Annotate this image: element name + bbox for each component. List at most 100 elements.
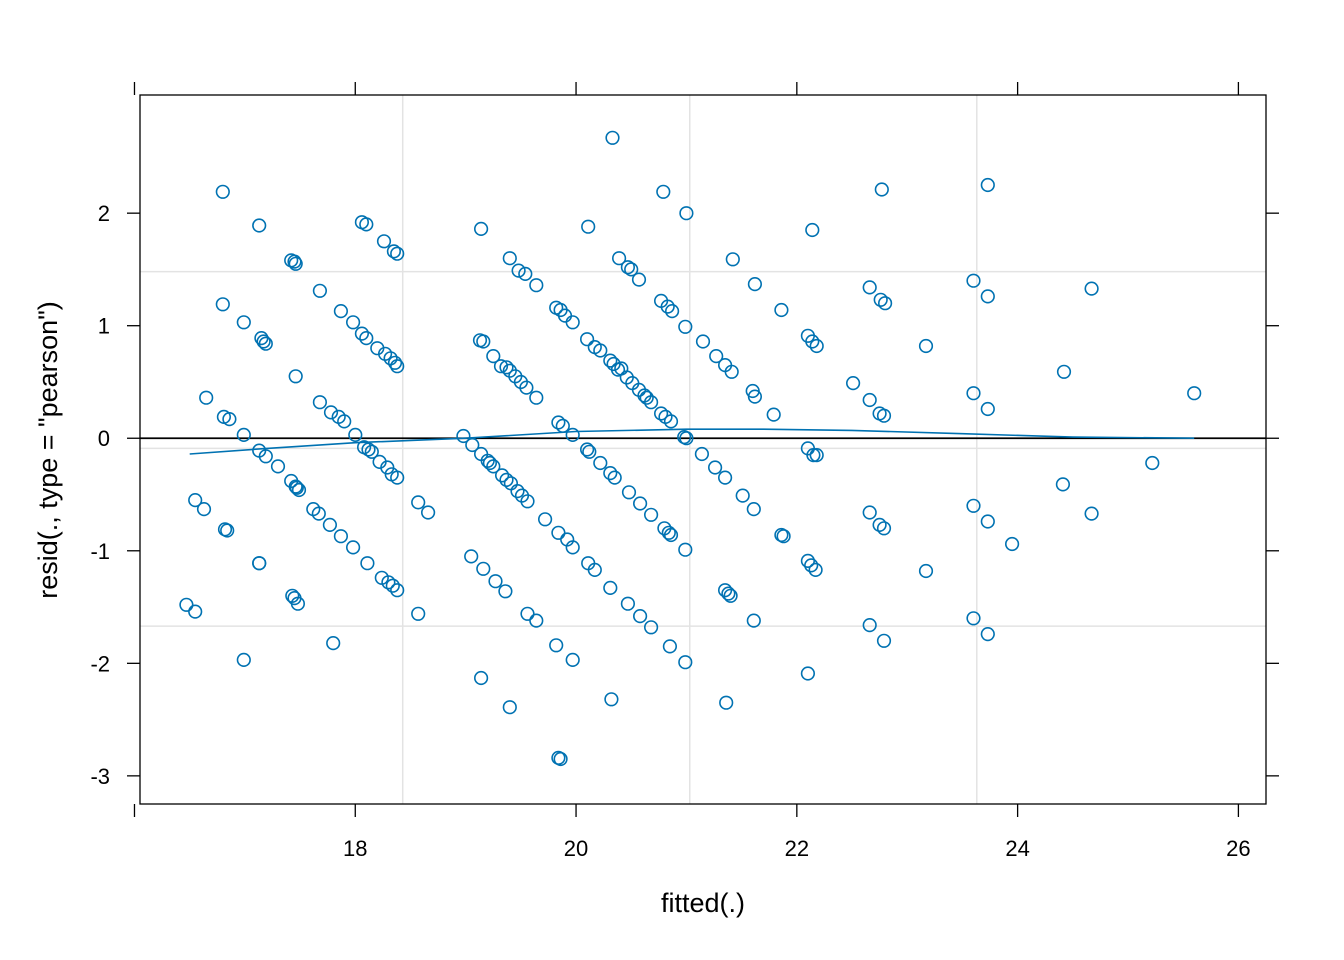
data-point bbox=[456, 428, 471, 444]
data-point bbox=[252, 556, 267, 571]
data-point bbox=[980, 177, 995, 193]
data-point bbox=[555, 418, 570, 434]
data-point bbox=[621, 485, 637, 500]
data-point bbox=[664, 304, 680, 319]
data-point bbox=[624, 262, 639, 277]
data-point bbox=[1187, 386, 1202, 401]
data-point bbox=[551, 525, 566, 540]
data-point bbox=[312, 395, 328, 410]
data-point bbox=[348, 427, 363, 443]
data-point bbox=[620, 596, 636, 611]
data-point bbox=[354, 326, 370, 341]
data-point bbox=[502, 700, 517, 715]
data-point bbox=[874, 182, 889, 197]
data-point bbox=[653, 406, 669, 421]
data-point bbox=[877, 296, 893, 311]
data-point bbox=[476, 561, 491, 576]
y-tick-label: -3 bbox=[90, 764, 110, 789]
data-point bbox=[488, 574, 503, 589]
data-point bbox=[252, 218, 267, 233]
y-tick-label: -1 bbox=[90, 539, 110, 564]
data-point bbox=[1055, 477, 1070, 492]
data-point bbox=[518, 266, 533, 282]
y-axis-title: resid(., type = "pearson") bbox=[33, 301, 63, 599]
data-point bbox=[390, 246, 405, 261]
data-point bbox=[966, 273, 981, 288]
data-point bbox=[620, 260, 636, 275]
data-point bbox=[486, 349, 501, 364]
data-point bbox=[288, 256, 303, 271]
data-point bbox=[660, 299, 675, 314]
data-point bbox=[322, 517, 338, 533]
data-point bbox=[323, 405, 339, 420]
data-point bbox=[565, 540, 580, 555]
data-point bbox=[719, 695, 734, 710]
data-point bbox=[333, 529, 349, 544]
data-point bbox=[529, 278, 544, 293]
data-point bbox=[565, 652, 580, 668]
x-tick-label: 22 bbox=[785, 836, 809, 861]
data-point bbox=[337, 414, 352, 429]
data-point bbox=[486, 459, 501, 474]
data-point bbox=[862, 617, 877, 633]
data-point bbox=[643, 507, 659, 522]
data-point bbox=[808, 562, 823, 578]
data-point bbox=[643, 395, 659, 410]
y-axis: -3 -2 -1 0 1 2 bbox=[90, 201, 1279, 789]
data-point bbox=[289, 480, 304, 495]
data-point bbox=[537, 512, 553, 527]
x-tick-label: 18 bbox=[343, 836, 367, 861]
data-point bbox=[695, 334, 711, 349]
data-point bbox=[333, 304, 349, 319]
data-point bbox=[551, 415, 566, 430]
data-point bbox=[359, 331, 374, 346]
data-point bbox=[1056, 364, 1072, 379]
data-point bbox=[290, 596, 306, 611]
data-point bbox=[220, 523, 235, 538]
data-point bbox=[381, 575, 396, 590]
data-point bbox=[725, 252, 740, 267]
data-point bbox=[291, 482, 307, 498]
x-tick-label: 24 bbox=[1005, 836, 1029, 861]
data-point bbox=[707, 460, 723, 475]
data-point bbox=[678, 542, 693, 557]
points-layer bbox=[179, 130, 1202, 767]
data-point bbox=[565, 315, 580, 330]
data-point bbox=[215, 184, 230, 199]
data-point bbox=[179, 597, 194, 612]
data-point bbox=[678, 319, 693, 334]
data-point bbox=[346, 540, 361, 555]
data-point bbox=[421, 505, 436, 520]
y-tick-label: 2 bbox=[98, 201, 110, 226]
data-point bbox=[386, 244, 402, 259]
data-point bbox=[876, 633, 892, 648]
data-point bbox=[364, 444, 379, 459]
data-point bbox=[805, 334, 820, 349]
data-point bbox=[495, 468, 510, 483]
data-point bbox=[862, 392, 877, 408]
y-tick-label: 0 bbox=[98, 426, 110, 451]
data-point bbox=[581, 219, 596, 234]
data-point bbox=[679, 206, 694, 221]
data-point bbox=[258, 449, 273, 464]
data-point bbox=[529, 613, 544, 628]
data-point bbox=[520, 606, 535, 621]
data-point bbox=[980, 401, 995, 417]
data-point bbox=[390, 583, 405, 598]
data-point bbox=[639, 390, 654, 405]
data-point bbox=[800, 553, 816, 569]
data-point bbox=[499, 360, 514, 375]
x-tick-label: 26 bbox=[1226, 836, 1250, 861]
data-point bbox=[603, 466, 618, 481]
data-point bbox=[611, 251, 627, 266]
data-point bbox=[215, 297, 230, 312]
data-point bbox=[360, 556, 375, 571]
data-point bbox=[966, 611, 981, 626]
data-point bbox=[499, 472, 514, 488]
data-point bbox=[553, 751, 568, 767]
data-point bbox=[582, 444, 597, 459]
data-point bbox=[631, 272, 647, 287]
data-point bbox=[862, 505, 877, 520]
data-point bbox=[809, 448, 824, 463]
